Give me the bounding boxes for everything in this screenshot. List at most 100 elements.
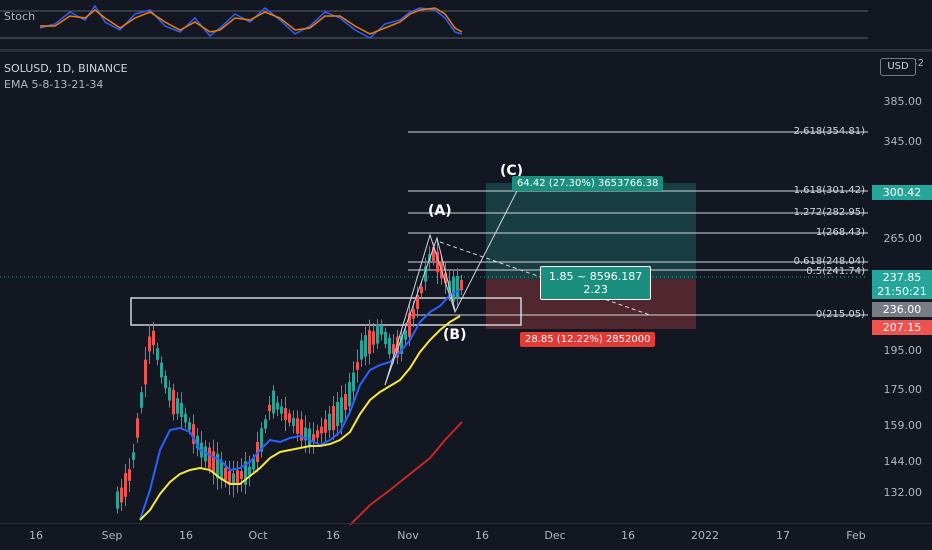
x-tick: Feb: [846, 529, 866, 542]
candle-body: [316, 430, 319, 438]
candle-body: [412, 309, 415, 319]
candle-body: [136, 418, 139, 438]
candle-body: [116, 491, 119, 509]
candle-body: [276, 402, 279, 410]
candle-body: [128, 469, 131, 481]
candle-body: [152, 330, 155, 346]
wave-label-c: (C): [500, 163, 524, 179]
candle-body: [348, 381, 351, 407]
candle-body: [376, 324, 379, 344]
candle-body: [124, 473, 127, 497]
fib-label: 1(268.43): [815, 227, 865, 238]
candle-body: [324, 419, 327, 433]
candle-body: [260, 428, 263, 452]
fib-label: 0(215.05): [815, 309, 865, 320]
candle-body: [236, 470, 239, 484]
candle-body: [192, 424, 195, 444]
candle-body: [304, 427, 307, 441]
candle-body: [308, 428, 311, 448]
y-tick: 195.00: [883, 344, 923, 357]
candle-body: [224, 467, 227, 481]
ema-blue-line: [139, 289, 461, 521]
abc-wave-path[interactable]: [384, 184, 521, 386]
candle-body: [312, 434, 315, 442]
profit-zone[interactable]: [486, 183, 696, 279]
y-tick: 132.00: [883, 486, 923, 499]
candle-body: [380, 325, 383, 335]
candle-body: [140, 392, 143, 408]
candle-body: [228, 471, 231, 485]
ema-red-line: [349, 421, 463, 525]
candle-body: [168, 387, 171, 401]
candle-body: [264, 419, 267, 429]
candle-body: [252, 458, 255, 470]
candle-body: [284, 408, 287, 420]
candle-body: [240, 471, 243, 479]
candle-body: [164, 375, 167, 389]
candle-body: [216, 453, 219, 479]
x-tick: Oct: [248, 529, 268, 542]
target-price-tag: 300.42: [872, 185, 932, 200]
x-axis-border: [0, 523, 932, 524]
candle-body: [300, 419, 303, 441]
candlesticks: [116, 240, 463, 514]
candle-body: [288, 413, 291, 423]
risk-reward-badge[interactable]: 1.85 ~ 8596.187 2.23: [540, 266, 652, 300]
candle-body: [444, 272, 447, 284]
x-tick: 16: [29, 529, 43, 542]
candle-body: [156, 348, 159, 360]
demand-zone-box[interactable]: [130, 297, 522, 326]
loss-badge[interactable]: 28.85 (12.22%) 2852000: [520, 332, 656, 347]
currency-button[interactable]: USD: [880, 58, 916, 76]
bar-countdown-tag: 21:50:21: [872, 284, 932, 299]
candle-body: [292, 418, 295, 426]
candle-body: [120, 487, 123, 503]
stoch-label: Stoch: [4, 10, 36, 23]
current-price-tag: 237.85: [872, 270, 932, 285]
candle-body: [400, 336, 403, 354]
candle-body: [396, 336, 399, 358]
candle-body: [320, 426, 323, 434]
candle-body: [332, 406, 335, 430]
candle-body: [344, 394, 347, 410]
candle-body: [280, 406, 283, 414]
wave-label-a: (A): [428, 203, 452, 219]
profit-badge[interactable]: 64.42 (27.30%) 3653766.38: [512, 176, 664, 191]
candle-body: [424, 266, 427, 282]
candle-body: [296, 418, 299, 434]
candle-body: [432, 247, 435, 261]
candle-body: [180, 402, 183, 418]
stop-price-tag: 207.15: [872, 320, 932, 335]
symbol-title[interactable]: SOLUSD, 1D, BINANCE: [4, 62, 128, 75]
candle-body: [388, 337, 391, 355]
fib-label: 0.5(241.74): [806, 266, 865, 277]
fib-label: 2.618(354.81): [793, 126, 865, 137]
stoch-d-line: [40, 7, 463, 35]
risk-reward-line2: 2.23: [583, 283, 608, 296]
candle-body: [172, 389, 175, 415]
y-tick: 159.00: [883, 419, 923, 432]
candle-body: [408, 313, 411, 337]
candle-body: [248, 466, 251, 476]
candle-body: [456, 275, 459, 299]
candle-body: [188, 422, 191, 430]
candle-body: [336, 401, 339, 427]
pane-separator[interactable]: [0, 49, 932, 52]
dashed-trend-line[interactable]: [439, 241, 651, 316]
candle-body: [452, 276, 455, 302]
candle-body: [244, 461, 247, 485]
candle-body: [208, 447, 211, 469]
wave-label-b: (B): [443, 327, 467, 343]
x-tick: Sep: [101, 529, 123, 542]
stoch-k-line: [39, 4, 463, 39]
price-chart[interactable]: [0, 0, 868, 525]
candle-body: [220, 460, 223, 480]
candle-body: [392, 344, 395, 354]
ema-legend[interactable]: EMA 5-8-13-21-34: [4, 78, 104, 91]
candle-body: [176, 398, 179, 414]
candle-body: [328, 413, 331, 431]
x-tick: 16: [475, 529, 489, 542]
candle-body: [212, 451, 215, 473]
triangle-pattern[interactable]: [384, 236, 456, 386]
candle-body: [356, 362, 359, 370]
